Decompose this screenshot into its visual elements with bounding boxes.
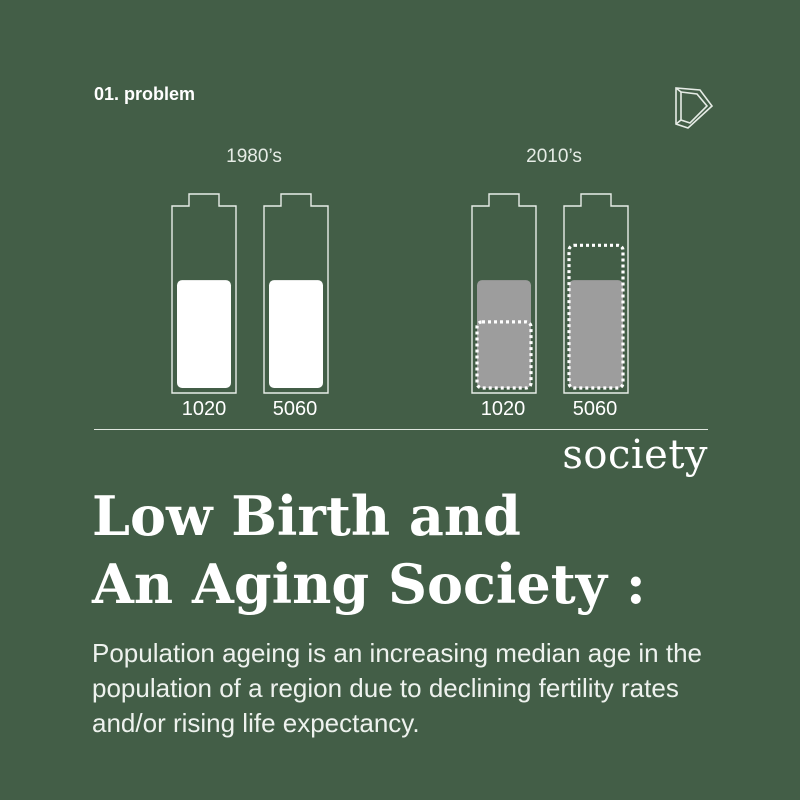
age-label-2010s-5060: 5060 (572, 398, 618, 420)
headline: Low Birth and An Aging Society : (92, 482, 646, 618)
battery-0-0-fill (177, 280, 231, 388)
age-label-2010s-1020: 1020 (480, 398, 526, 420)
battery-0-1-fill (269, 280, 323, 388)
headline-line-2: An Aging Society : (92, 552, 646, 616)
logo-d-icon (675, 87, 714, 129)
battery-1-1-outline (563, 193, 629, 394)
divider-line (94, 429, 708, 430)
description-text: Population ageing is an increasing media… (92, 638, 702, 738)
headline-line-1: Low Birth and (92, 484, 521, 548)
battery-0-1-outline (263, 193, 329, 394)
age-label-1980s-1020: 1020 (181, 398, 227, 420)
section-label: 01. problem (94, 84, 196, 104)
battery-0-0-outline (171, 193, 237, 394)
battery-1-0-dotted-level (475, 320, 533, 390)
period-label-2010s: 2010’s (526, 146, 582, 167)
battery-1-1-fill (569, 280, 623, 388)
battery-1-0-outline (471, 193, 537, 394)
age-label-1980s-5060: 5060 (272, 398, 318, 420)
battery-1-0-fill (477, 280, 531, 388)
period-label-1980s: 1980’s (226, 146, 282, 167)
category-label: society (562, 432, 708, 478)
